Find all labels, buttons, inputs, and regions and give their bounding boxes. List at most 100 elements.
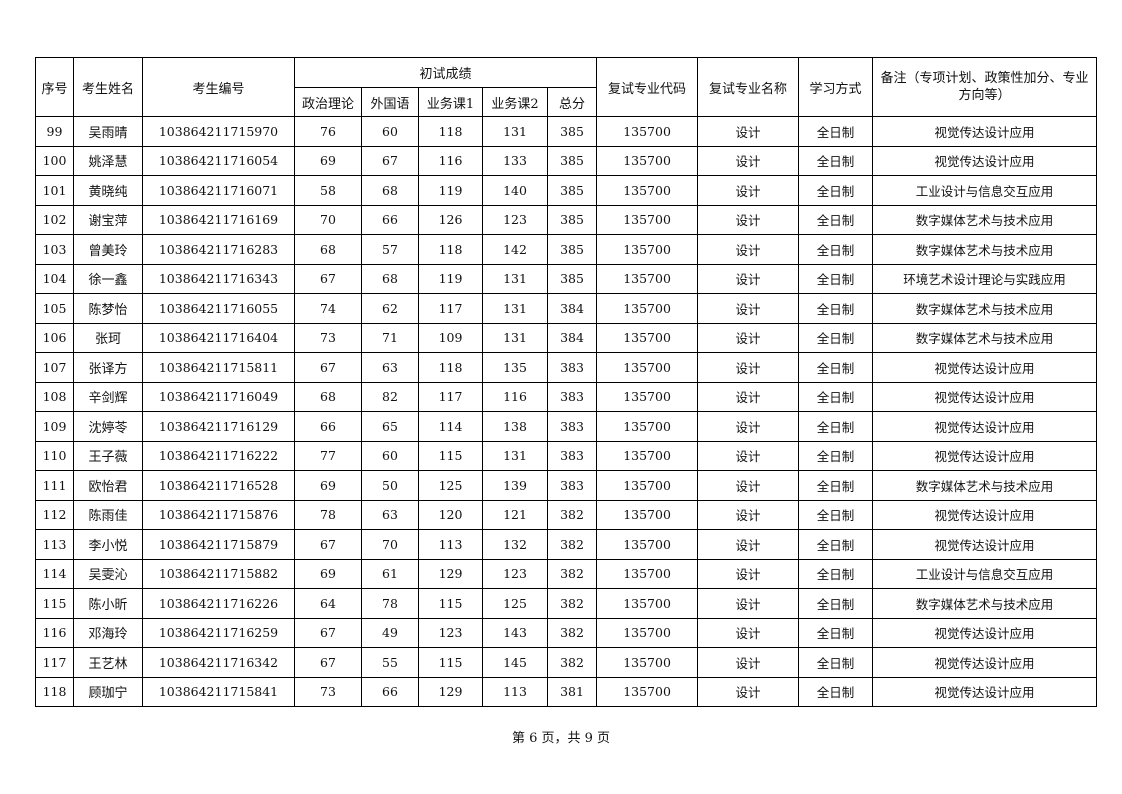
table-row: 101 黄晓纯 103864211716071 58 68 119 140 385 135700…	[35, 175, 1098, 206]
cell-politics: 64	[294, 588, 362, 619]
cell-course1: 116	[418, 145, 483, 176]
cell-major-name: 设计	[697, 145, 800, 176]
table-row: 104 徐一鑫 103864211716343 67 68 119 131 385 135700…	[35, 263, 1098, 294]
cell-course1: 115	[418, 647, 483, 678]
cell-course2: 123	[482, 204, 548, 235]
table-row: 117 王艺林 103864211716342 67 55 115 145 382 135700…	[35, 647, 1098, 678]
cell-politics: 67	[294, 617, 362, 648]
cell-politics: 69	[294, 470, 362, 501]
cell-total: 383	[546, 440, 598, 471]
cell-remarks: 视觉传达设计应用	[872, 411, 1098, 442]
cell-name: 辛剑辉	[73, 381, 143, 412]
cell-major-code: 135700	[596, 440, 699, 471]
cell-seq: 115	[35, 588, 74, 619]
cell-major-name: 设计	[697, 322, 800, 353]
cell-course2: 133	[482, 145, 548, 176]
cell-seq: 112	[35, 499, 74, 530]
cell-course2: 131	[482, 440, 548, 471]
table-row: 115 陈小昕 103864211716226 64 78 115 125 382 135700…	[35, 588, 1098, 619]
cell-total: 382	[546, 499, 598, 530]
cell-name: 陈小昕	[73, 588, 143, 619]
cell-language: 60	[361, 116, 419, 147]
cell-politics: 66	[294, 411, 362, 442]
cell-major-name: 设计	[697, 381, 800, 412]
cell-name: 徐一鑫	[73, 263, 143, 294]
cell-seq: 105	[35, 293, 74, 324]
cell-course2: 131	[482, 322, 548, 353]
cell-seq: 108	[35, 381, 74, 412]
cell-politics: 76	[294, 116, 362, 147]
cell-id: 103864211716054	[142, 145, 295, 176]
cell-course2: 138	[482, 411, 548, 442]
cell-language: 49	[361, 617, 419, 648]
cell-major-code: 135700	[596, 676, 699, 707]
cell-major-name: 设计	[697, 293, 800, 324]
header-id: 考生编号	[142, 57, 295, 117]
header-major-name: 复试专业名称	[697, 57, 800, 117]
cell-course1: 118	[418, 352, 483, 383]
header-course1: 业务课1	[418, 87, 483, 117]
cell-course1: 125	[418, 470, 483, 501]
cell-politics: 69	[294, 145, 362, 176]
cell-study-mode: 全日制	[798, 352, 874, 383]
cell-remarks: 视觉传达设计应用	[872, 676, 1098, 707]
cell-name: 王艺林	[73, 647, 143, 678]
header-seq: 序号	[35, 57, 74, 117]
cell-language: 67	[361, 145, 419, 176]
cell-name: 李小悦	[73, 529, 143, 560]
cell-major-code: 135700	[596, 647, 699, 678]
cell-seq: 110	[35, 440, 74, 471]
cell-course1: 114	[418, 411, 483, 442]
cell-remarks: 工业设计与信息交互应用	[872, 175, 1098, 206]
cell-major-name: 设计	[697, 263, 800, 294]
cell-id: 103864211716404	[142, 322, 295, 353]
cell-politics: 69	[294, 558, 362, 589]
cell-course2: 131	[482, 116, 548, 147]
cell-major-name: 设计	[697, 352, 800, 383]
cell-name: 吴雯沁	[73, 558, 143, 589]
cell-course1: 129	[418, 676, 483, 707]
cell-study-mode: 全日制	[798, 204, 874, 235]
cell-name: 谢宝萍	[73, 204, 143, 235]
cell-language: 62	[361, 293, 419, 324]
cell-id: 103864211716283	[142, 234, 295, 265]
cell-total: 383	[546, 381, 598, 412]
cell-seq: 101	[35, 175, 74, 206]
header-prelim-group: 初试成绩	[293, 57, 598, 88]
cell-name: 姚泽慧	[73, 145, 143, 176]
cell-seq: 106	[35, 322, 74, 353]
cell-total: 385	[546, 175, 598, 206]
cell-course1: 117	[418, 293, 483, 324]
cell-language: 63	[361, 352, 419, 383]
cell-study-mode: 全日制	[798, 263, 874, 294]
cell-language: 55	[361, 647, 419, 678]
cell-major-name: 设计	[697, 529, 800, 560]
cell-remarks: 视觉传达设计应用	[872, 440, 1098, 471]
header-major-code: 复试专业代码	[596, 57, 699, 117]
header-row: 序号 考生姓名 考生编号 初试成绩 复试专业代码 复试专业名称 学习方式 备注（…	[35, 57, 1098, 117]
cell-remarks: 工业设计与信息交互应用	[872, 558, 1098, 589]
cell-course2: 131	[482, 263, 548, 294]
cell-seq: 113	[35, 529, 74, 560]
cell-course2: 140	[482, 175, 548, 206]
cell-total: 384	[546, 322, 598, 353]
cell-politics: 67	[294, 263, 362, 294]
table-row: 99 吴雨晴 103864211715970 76 60 118 131 385 135700 设…	[35, 116, 1098, 147]
cell-politics: 70	[294, 204, 362, 235]
cell-id: 103864211715970	[142, 116, 295, 147]
cell-study-mode: 全日制	[798, 617, 874, 648]
cell-major-name: 设计	[697, 411, 800, 442]
cell-total: 385	[546, 145, 598, 176]
cell-politics: 58	[294, 175, 362, 206]
cell-total: 385	[546, 234, 598, 265]
cell-study-mode: 全日制	[798, 234, 874, 265]
table-row: 100 姚泽慧 103864211716054 69 67 116 133 385 135700…	[35, 145, 1098, 176]
cell-politics: 73	[294, 322, 362, 353]
cell-seq: 109	[35, 411, 74, 442]
cell-course2: 113	[482, 676, 548, 707]
cell-language: 50	[361, 470, 419, 501]
cell-study-mode: 全日制	[798, 175, 874, 206]
cell-total: 381	[546, 676, 598, 707]
cell-course2: 123	[482, 558, 548, 589]
table-row: 106 张珂 103864211716404 73 71 109 131 384 135700 设…	[35, 322, 1098, 353]
